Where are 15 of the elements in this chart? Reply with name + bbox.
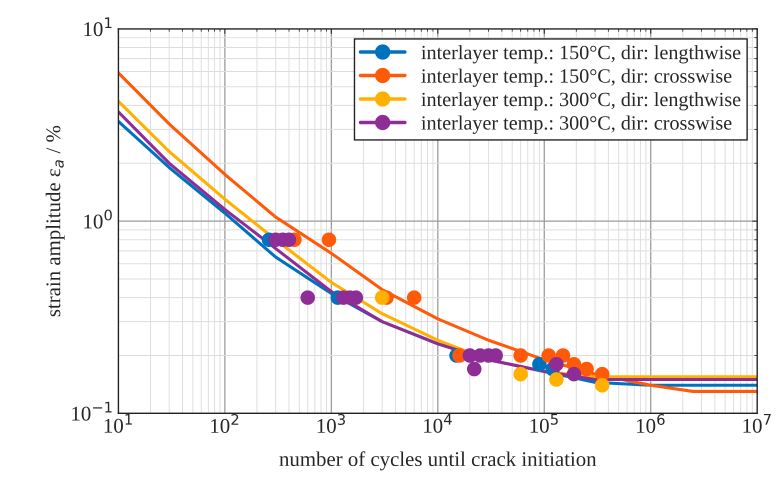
x-tick-label: 10$^{6}$ xyxy=(637,414,665,433)
x-tick-label: 10$^{1}$ xyxy=(104,414,132,433)
x-tick-label: 10$^{3}$ xyxy=(318,414,345,433)
y-axis-title: strain amplitude ε$_{a}$ / % xyxy=(46,126,65,316)
x-tick-label: 10$^{2}$ xyxy=(211,414,238,433)
legend-label: interlayer temp.: 150°C, dir: crosswise xyxy=(421,68,732,87)
y-tick-label: 10$^{1}$ xyxy=(84,17,112,36)
x-axis-title: number of cycles until crack initiation xyxy=(279,451,596,470)
legend-label: interlayer temp.: 300°C, dir: lengthwise xyxy=(421,92,740,110)
x-tick-label: 10$^{4}$ xyxy=(424,414,452,433)
legend-label: interlayer temp.: 300°C, dir: crosswise xyxy=(421,116,732,134)
x-tick-label: 10$^{7}$ xyxy=(744,414,771,433)
y-tick-label: 10$^{0}$ xyxy=(84,210,112,229)
x-tick-label: 10$^{5}$ xyxy=(530,414,558,433)
legend-label: interlayer temp.: 150°C, dir: lengthwise xyxy=(421,45,740,64)
